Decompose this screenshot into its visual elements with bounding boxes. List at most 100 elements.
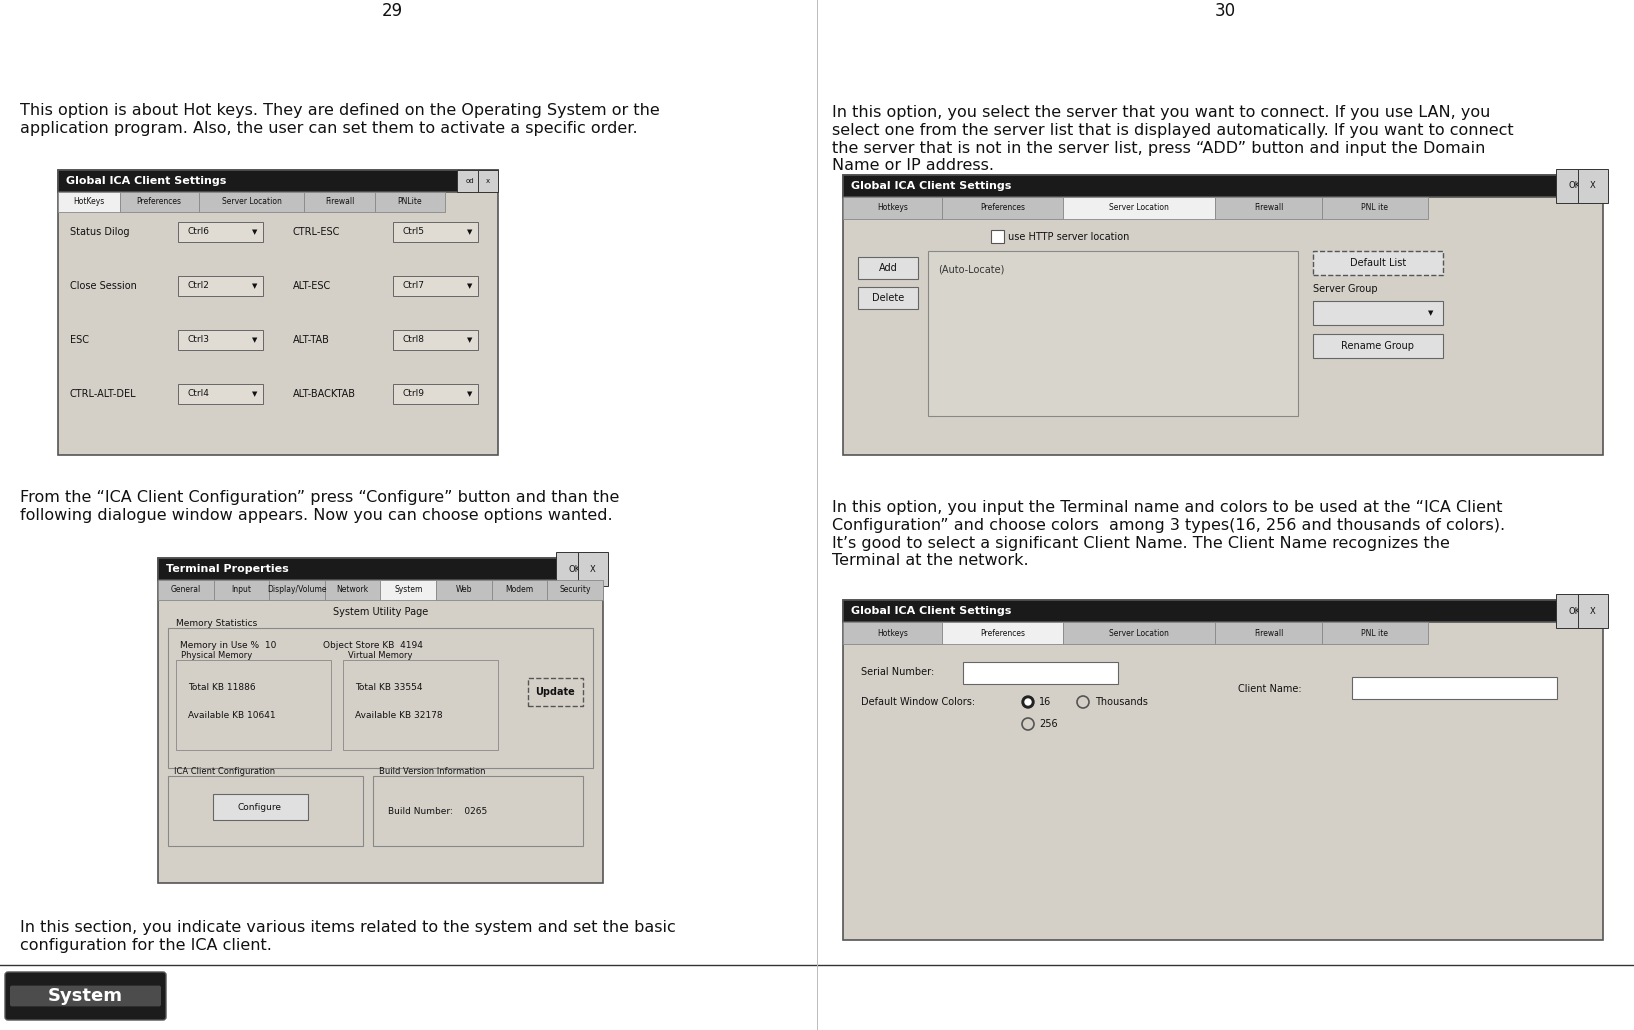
Text: Delete: Delete [873, 293, 904, 303]
Text: Memory Statistics: Memory Statistics [176, 619, 257, 628]
Text: CTRL-ESC: CTRL-ESC [292, 227, 340, 237]
FancyBboxPatch shape [178, 222, 263, 242]
FancyBboxPatch shape [158, 558, 603, 883]
Text: Global ICA Client Settings: Global ICA Client Settings [851, 606, 1011, 616]
Text: Available KB 10641: Available KB 10641 [188, 711, 276, 720]
Text: Total KB 11886: Total KB 11886 [188, 684, 255, 692]
Text: ▼: ▼ [1428, 310, 1433, 316]
Text: x: x [485, 178, 490, 184]
FancyBboxPatch shape [928, 251, 1297, 416]
FancyBboxPatch shape [941, 622, 1064, 644]
Text: Ctrl4: Ctrl4 [188, 389, 209, 399]
FancyBboxPatch shape [1216, 622, 1322, 644]
Text: Preferences: Preferences [980, 204, 1025, 212]
Text: ALT-BACKTAB: ALT-BACKTAB [292, 389, 356, 399]
FancyBboxPatch shape [843, 175, 1603, 197]
FancyBboxPatch shape [212, 794, 307, 820]
FancyBboxPatch shape [843, 600, 1603, 622]
FancyBboxPatch shape [343, 660, 498, 750]
Text: configuration for the ICA client.: configuration for the ICA client. [20, 938, 271, 953]
Text: In this option, you select the server that you want to connect. If you use LAN, : In this option, you select the server th… [832, 105, 1490, 121]
Text: Build Version Information: Build Version Information [379, 767, 485, 776]
Text: Firewall: Firewall [1253, 204, 1283, 212]
Text: System: System [394, 585, 423, 594]
Text: Ctrl6: Ctrl6 [188, 228, 211, 237]
FancyBboxPatch shape [57, 170, 498, 192]
Text: OK: OK [1569, 607, 1582, 616]
FancyBboxPatch shape [1353, 677, 1557, 699]
FancyBboxPatch shape [492, 580, 547, 600]
Text: Default Window Colors:: Default Window Colors: [861, 697, 975, 707]
FancyBboxPatch shape [168, 628, 593, 768]
FancyBboxPatch shape [990, 230, 1003, 243]
Text: Rename Group: Rename Group [1342, 341, 1415, 351]
FancyBboxPatch shape [394, 222, 479, 242]
Text: Security: Security [559, 585, 592, 594]
Text: In this section, you indicate various items related to the system and set the ba: In this section, you indicate various it… [20, 920, 676, 935]
Text: select one from the server list that is displayed automatically. If you want to : select one from the server list that is … [832, 123, 1513, 138]
FancyBboxPatch shape [168, 776, 363, 846]
Text: 256: 256 [1039, 719, 1057, 729]
Text: It’s good to select a significant Client Name. The Client Name recognizes the: It’s good to select a significant Client… [832, 536, 1449, 551]
FancyBboxPatch shape [394, 276, 479, 296]
FancyBboxPatch shape [119, 192, 199, 212]
FancyBboxPatch shape [270, 580, 325, 600]
FancyBboxPatch shape [199, 192, 304, 212]
FancyBboxPatch shape [1064, 622, 1216, 644]
Text: ▼: ▼ [467, 391, 472, 397]
Text: ▼: ▼ [252, 229, 258, 235]
Text: Physical Memory: Physical Memory [181, 651, 252, 660]
Text: Input: Input [232, 585, 252, 594]
Text: Global ICA Client Settings: Global ICA Client Settings [851, 181, 1011, 191]
Text: ▼: ▼ [252, 391, 258, 397]
Text: Server Location: Server Location [1109, 628, 1170, 638]
Text: Serial Number:: Serial Number: [861, 667, 935, 677]
Text: Total KB 33554: Total KB 33554 [355, 684, 423, 692]
Text: OK: OK [569, 564, 582, 574]
Text: (Auto-Locate): (Auto-Locate) [938, 264, 1005, 274]
Text: Ctrl9: Ctrl9 [404, 389, 425, 399]
Circle shape [1021, 696, 1034, 708]
Text: Server Group: Server Group [1314, 284, 1377, 294]
Text: use HTTP server location: use HTTP server location [1008, 232, 1129, 242]
Text: Preferences: Preferences [137, 198, 181, 206]
FancyBboxPatch shape [843, 175, 1603, 455]
Text: Firewall: Firewall [325, 198, 355, 206]
Text: Ctrl2: Ctrl2 [188, 281, 209, 290]
Text: OK: OK [1569, 181, 1582, 191]
Text: PNL ite: PNL ite [1361, 204, 1389, 212]
Text: CTRL-ALT-DEL: CTRL-ALT-DEL [70, 389, 137, 399]
Text: HotKeys: HotKeys [74, 198, 105, 206]
Text: application program. Also, the user can set them to activate a specific order.: application program. Also, the user can … [20, 121, 637, 136]
Text: Client Name:: Client Name: [1239, 684, 1302, 694]
Text: Network: Network [337, 585, 369, 594]
FancyBboxPatch shape [373, 776, 583, 846]
Text: ▼: ▼ [252, 283, 258, 289]
Text: Hotkeys: Hotkeys [877, 204, 909, 212]
Text: 30: 30 [1214, 2, 1235, 20]
Text: Close Session: Close Session [70, 281, 137, 291]
FancyBboxPatch shape [1314, 301, 1443, 325]
FancyBboxPatch shape [5, 972, 167, 1020]
Text: X: X [1590, 181, 1596, 191]
FancyBboxPatch shape [858, 287, 918, 309]
Text: Ctrl3: Ctrl3 [188, 336, 211, 344]
Text: ▼: ▼ [252, 337, 258, 343]
Text: Name or IP address.: Name or IP address. [832, 159, 993, 173]
Text: PNL ite: PNL ite [1361, 628, 1389, 638]
FancyBboxPatch shape [57, 170, 498, 455]
FancyBboxPatch shape [1216, 197, 1322, 219]
FancyBboxPatch shape [1322, 197, 1428, 219]
Text: General: General [170, 585, 201, 594]
Text: ALT-ESC: ALT-ESC [292, 281, 332, 291]
Text: This option is about Hot keys. They are defined on the Operating System or the: This option is about Hot keys. They are … [20, 103, 660, 118]
Text: Status Dilog: Status Dilog [70, 227, 129, 237]
FancyBboxPatch shape [528, 678, 583, 706]
Text: od: od [466, 178, 474, 184]
FancyBboxPatch shape [1314, 334, 1443, 358]
Text: ALT-TAB: ALT-TAB [292, 335, 330, 345]
FancyBboxPatch shape [1064, 197, 1216, 219]
FancyBboxPatch shape [176, 660, 332, 750]
FancyBboxPatch shape [547, 580, 603, 600]
Text: Memory in Use %  10: Memory in Use % 10 [180, 642, 276, 651]
